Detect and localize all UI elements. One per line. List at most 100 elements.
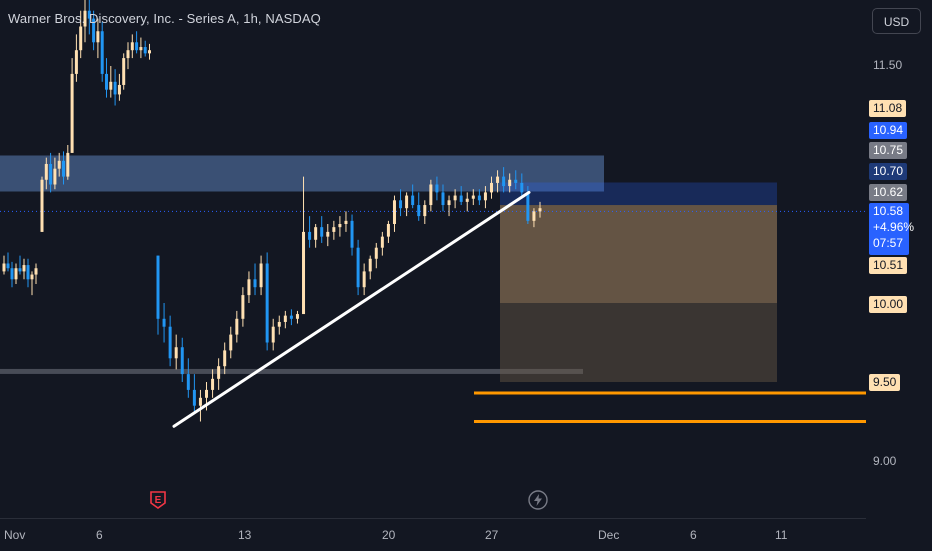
candle-body [156,255,160,319]
candle-body [399,200,403,209]
candle-body [308,231,312,240]
candle-body [259,263,263,288]
candle-body [87,10,91,19]
time-label: 11 [775,528,788,542]
candle-body [362,271,366,288]
earnings-icon: E [150,491,166,509]
chart-canvas[interactable] [0,0,866,518]
candle-body [211,378,215,390]
target-area [500,205,777,303]
candle-body [453,195,457,201]
price-label-box-bottom: 10.51 [869,257,908,274]
candle-body [40,179,44,232]
candle-body [105,73,108,90]
stop-area [500,182,777,206]
candle-body [139,47,143,51]
candle-body [326,231,330,237]
candle-body [92,18,96,43]
candle-body [380,236,384,248]
candle-body [57,160,61,169]
candle-body [314,227,318,240]
candle-body [429,184,433,206]
candle-body [2,263,6,272]
time-label: 20 [382,528,396,542]
candle-body [496,176,500,183]
candle-body [44,163,48,180]
current-price-box: 10.58 +4.96% 07:57 [869,203,915,255]
candle-body [186,374,190,390]
current-price: 10.58 [873,204,904,218]
candle-body [520,182,524,193]
price-change: +4.96% [873,220,915,234]
candle-body [135,42,139,51]
candle-body [126,50,130,59]
candle-body [247,279,251,296]
candle-body [162,318,166,327]
candle-body [18,268,22,272]
candle-body [483,192,487,201]
price-label-stop-level: 10.70 [869,163,908,180]
candle-body [49,163,53,185]
candle-body [198,397,202,406]
price-label-stop: 10.94 [869,122,908,139]
earnings-letter: E [155,495,162,506]
candle-body [435,184,439,193]
candle-body [217,366,221,379]
dividends-marker[interactable] [528,490,548,510]
candle-body [338,224,342,228]
candle-body [174,347,178,359]
candle-body [168,326,172,359]
candle-body [14,268,18,280]
time-axis[interactable]: Nov 6 13 20 27 Dec 6 11 [0,518,866,551]
candle-body [6,263,10,269]
candle-body [53,168,57,185]
candle-body [143,47,147,54]
candle-body [344,220,348,224]
candle-body [392,200,396,224]
earnings-marker[interactable]: E [148,490,168,510]
candle-body [130,42,134,51]
candle-body [514,179,518,183]
candle-body [502,176,506,187]
candle-body [66,152,70,177]
target-extension [500,303,777,382]
symbol-title: Warner Bros. Discovery, Inc. - Series A,… [8,11,321,26]
price-label-zone: 10.75 [869,142,908,159]
candle-body [526,192,530,221]
candle-body [62,160,65,177]
candle-body [34,268,38,275]
trendline [172,190,531,428]
price-label-target-level: 10.00 [869,296,908,313]
candle-body [417,205,421,217]
time-label: Dec [598,528,620,542]
candle-body [109,81,113,90]
currency-button[interactable]: USD [872,8,921,34]
candle-body [223,350,227,367]
candle-body [447,200,451,206]
price-axis[interactable]: USD 11.50 11.08 10.94 10.75 10.70 10.62 … [866,0,932,550]
candle-body [320,227,324,237]
price-tick: 9.00 [873,454,897,468]
candle-body [508,179,512,187]
candle-body [283,315,287,322]
candle-body [295,314,299,319]
price-label-entry: 10.62 [869,184,908,201]
candle-body [471,195,475,199]
candle-body [241,295,245,319]
candle-body [22,265,26,272]
candle-body [79,26,83,51]
chart-pane[interactable]: Warner Bros. Discovery, Inc. - Series A,… [0,0,866,518]
candle-body [229,334,233,351]
candle-body [180,347,184,375]
price-label-support: 9.50 [869,374,901,391]
candle-body [117,84,121,95]
candle-body [289,315,293,319]
candle-body [205,389,209,398]
candle-body [100,31,104,74]
time-label: 27 [485,528,499,542]
candle-body [253,279,257,288]
candle-body [350,220,354,248]
candle-body [411,195,415,206]
support-zone [0,368,583,374]
time-label: 6 [96,528,103,542]
